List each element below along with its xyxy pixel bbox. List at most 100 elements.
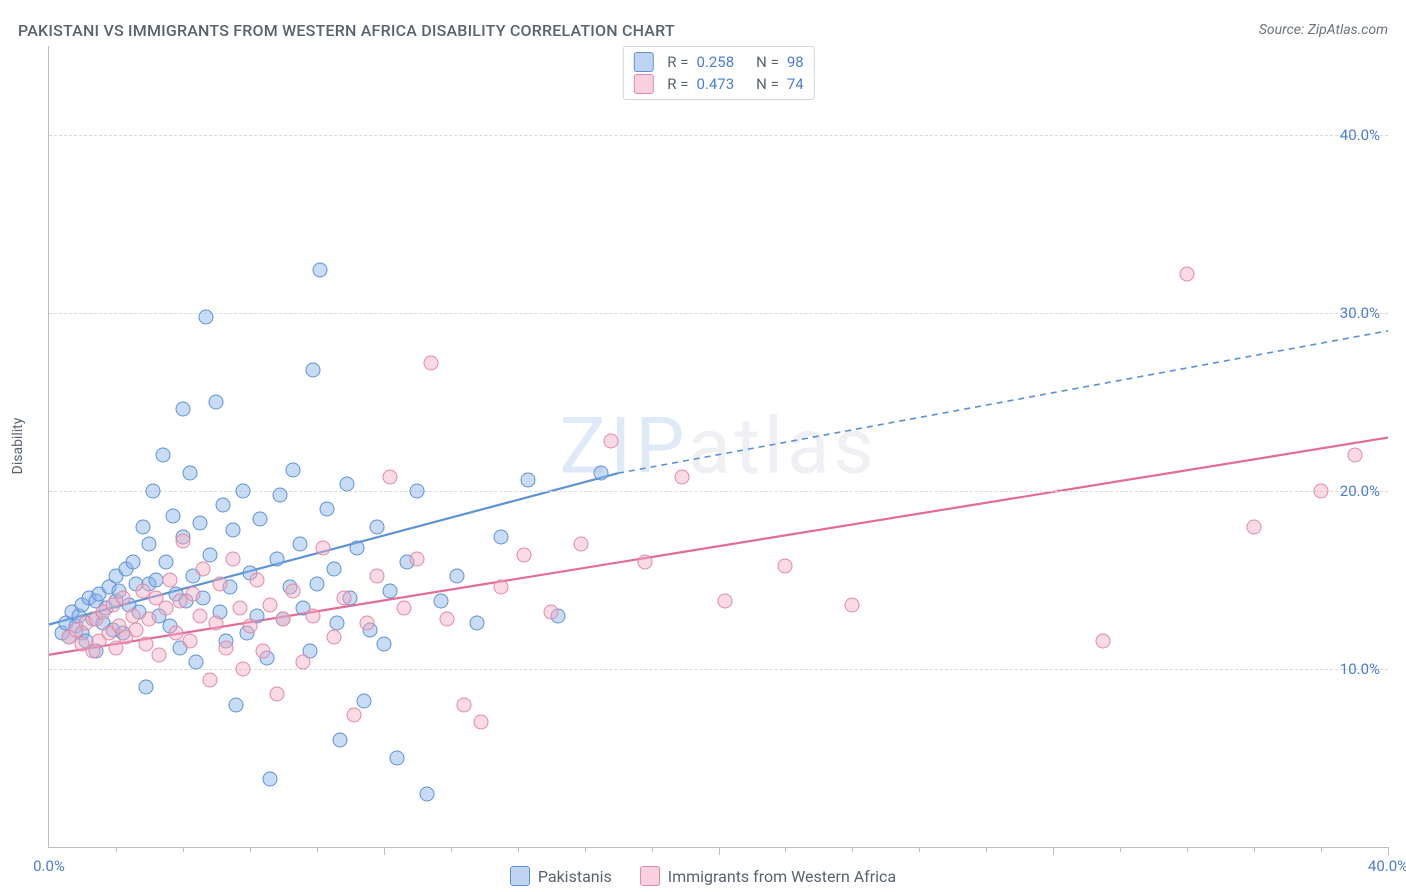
- point-pakistanis: [420, 786, 435, 801]
- point-w_africa: [195, 562, 210, 577]
- point-pakistanis: [142, 537, 157, 552]
- point-pakistanis: [306, 362, 321, 377]
- point-pakistanis: [309, 576, 324, 591]
- point-pakistanis: [326, 562, 341, 577]
- point-pakistanis: [125, 555, 140, 570]
- legend-item-pakistanis: Pakistanis: [510, 866, 612, 886]
- point-w_africa: [185, 587, 200, 602]
- trend-lines: [49, 46, 1388, 847]
- header-bar: PAKISTANI VS IMMIGRANTS FROM WESTERN AFR…: [0, 0, 1406, 50]
- point-w_africa: [845, 597, 860, 612]
- legend-stats-row-1: R = 0.258 N = 98: [633, 51, 803, 73]
- point-pakistanis: [293, 537, 308, 552]
- point-pakistanis: [155, 448, 170, 463]
- point-w_africa: [269, 686, 284, 701]
- point-pakistanis: [159, 555, 174, 570]
- point-pakistanis: [370, 519, 385, 534]
- point-w_africa: [360, 615, 375, 630]
- point-w_africa: [182, 633, 197, 648]
- point-w_africa: [370, 569, 385, 584]
- point-w_africa: [192, 608, 207, 623]
- point-pakistanis: [356, 694, 371, 709]
- point-pakistanis: [199, 309, 214, 324]
- point-pakistanis: [319, 501, 334, 516]
- point-w_africa: [232, 601, 247, 616]
- point-w_africa: [396, 601, 411, 616]
- point-w_africa: [202, 672, 217, 687]
- point-w_africa: [142, 612, 157, 627]
- point-w_africa: [276, 612, 291, 627]
- point-w_africa: [326, 629, 341, 644]
- point-pakistanis: [390, 751, 405, 766]
- point-w_africa: [637, 555, 652, 570]
- source: Source: ZipAtlas.com: [1259, 22, 1388, 38]
- point-w_africa: [604, 434, 619, 449]
- point-w_africa: [175, 533, 190, 548]
- point-pakistanis: [313, 263, 328, 278]
- point-pakistanis: [376, 637, 391, 652]
- point-pakistanis: [450, 569, 465, 584]
- legend-stats-row-2: R = 0.473 N = 74: [633, 73, 803, 95]
- point-pakistanis: [209, 395, 224, 410]
- point-w_africa: [209, 615, 224, 630]
- point-pakistanis: [226, 523, 241, 538]
- point-w_africa: [544, 605, 559, 620]
- point-pakistanis: [175, 402, 190, 417]
- swatch-blue-icon: [510, 866, 530, 886]
- point-w_africa: [574, 537, 589, 552]
- point-pakistanis: [286, 462, 301, 477]
- y-tick: 10.0%: [1340, 660, 1380, 678]
- legend-series: Pakistanis Immigrants from Western Afric…: [0, 866, 1406, 886]
- point-w_africa: [115, 590, 130, 605]
- y-tick: 20.0%: [1340, 482, 1380, 500]
- point-w_africa: [1247, 519, 1262, 534]
- point-pakistanis: [470, 615, 485, 630]
- point-pakistanis: [594, 466, 609, 481]
- point-pakistanis: [192, 516, 207, 531]
- point-w_africa: [440, 612, 455, 627]
- point-w_africa: [249, 573, 264, 588]
- point-w_africa: [236, 662, 251, 677]
- point-w_africa: [256, 644, 271, 659]
- point-w_africa: [493, 580, 508, 595]
- point-w_africa: [129, 622, 144, 637]
- point-w_africa: [1180, 266, 1195, 281]
- y-tick: 40.0%: [1340, 126, 1380, 144]
- point-w_africa: [306, 608, 321, 623]
- point-w_africa: [226, 551, 241, 566]
- point-w_africa: [718, 594, 733, 609]
- point-w_africa: [1347, 448, 1362, 463]
- point-pakistanis: [383, 583, 398, 598]
- point-w_africa: [286, 583, 301, 598]
- point-pakistanis: [135, 519, 150, 534]
- point-pakistanis: [269, 551, 284, 566]
- point-pakistanis: [216, 498, 231, 513]
- legend-item-wafrica: Immigrants from Western Africa: [640, 866, 896, 886]
- point-pakistanis: [202, 548, 217, 563]
- point-w_africa: [1096, 633, 1111, 648]
- point-pakistanis: [252, 512, 267, 527]
- point-w_africa: [473, 715, 488, 730]
- point-w_africa: [125, 608, 140, 623]
- point-w_africa: [778, 558, 793, 573]
- point-pakistanis: [339, 476, 354, 491]
- point-pakistanis: [493, 530, 508, 545]
- point-w_africa: [410, 551, 425, 566]
- point-pakistanis: [262, 772, 277, 787]
- point-w_africa: [457, 697, 472, 712]
- point-w_africa: [517, 548, 532, 563]
- swatch-blue-icon: [633, 52, 653, 72]
- point-w_africa: [674, 469, 689, 484]
- point-pakistanis: [165, 508, 180, 523]
- point-w_africa: [242, 619, 257, 634]
- point-w_africa: [152, 647, 167, 662]
- point-pakistanis: [189, 654, 204, 669]
- point-w_africa: [162, 573, 177, 588]
- point-pakistanis: [333, 733, 348, 748]
- y-tick: 30.0%: [1340, 304, 1380, 322]
- point-w_africa: [1314, 484, 1329, 499]
- point-pakistanis: [272, 487, 287, 502]
- point-pakistanis: [236, 484, 251, 499]
- point-w_africa: [423, 355, 438, 370]
- point-pakistanis: [139, 679, 154, 694]
